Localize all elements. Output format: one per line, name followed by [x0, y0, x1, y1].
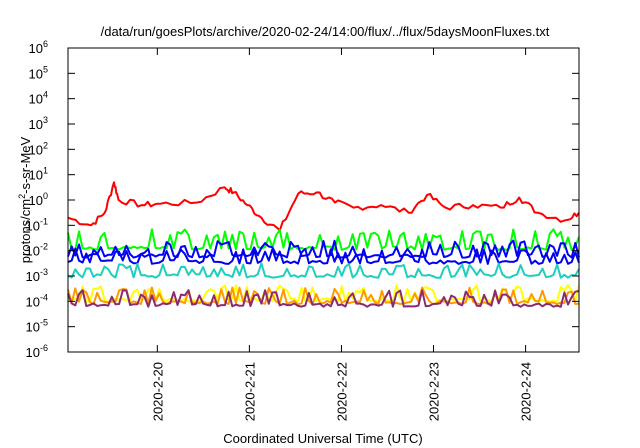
plot-series: [67, 181, 580, 308]
y-axis-label-a: protons/cm: [18, 199, 33, 263]
y-tick-label: 103: [29, 115, 48, 132]
y-tick-label: 10-3: [26, 267, 48, 284]
x-axis-label: Coordinated Universal Time (UTC): [223, 431, 422, 446]
series-line-4: [67, 262, 580, 279]
y-tick-label: 101: [29, 166, 48, 183]
y-tick-label: 10-4: [26, 292, 48, 309]
y-tick-label: 102: [29, 140, 48, 157]
y-tick-label: 105: [29, 64, 48, 81]
chart-title: /data/run/goesPlots/archive/2020-02-24/1…: [101, 24, 550, 39]
y-axis-label-b: -s-sr-MeV: [18, 136, 33, 193]
y-axis-label: protons/cm2-s-sr-MeV: [17, 136, 33, 263]
y-axis-ticks: 10-6 10-5 10-4 10-3 10-2 10-1 100 101 102 103 104 1…: [26, 39, 579, 360]
series-line-0: [67, 181, 580, 232]
x-axis-ticks: 2020-2-20 2020-2-21 2020-2-22 2020-2-23 2020…: [150, 48, 534, 421]
y-tick-label: 10-5: [26, 318, 48, 335]
x-tick-label: 2020-2-21: [242, 362, 257, 421]
series-line-2: [67, 239, 580, 259]
series-line-7: [67, 289, 580, 308]
x-tick-label: 2020-2-22: [334, 362, 349, 421]
y-tick-label: 10-1: [26, 216, 48, 233]
y-tick-label: 10-6: [26, 343, 48, 360]
y-tick-label: 10-2: [26, 242, 48, 259]
x-tick-label: 2020-2-23: [427, 362, 442, 421]
y-axis-label-sup: 2: [17, 194, 27, 199]
y-tick-label: 104: [29, 90, 48, 107]
y-tick-label: 106: [29, 39, 48, 56]
x-tick-label: 2020-2-20: [150, 362, 165, 421]
x-tick-label: 2020-2-24: [519, 362, 534, 421]
y-tick-label: 100: [29, 191, 48, 208]
series-line-3: [67, 247, 580, 265]
series-line-1: [67, 228, 580, 251]
